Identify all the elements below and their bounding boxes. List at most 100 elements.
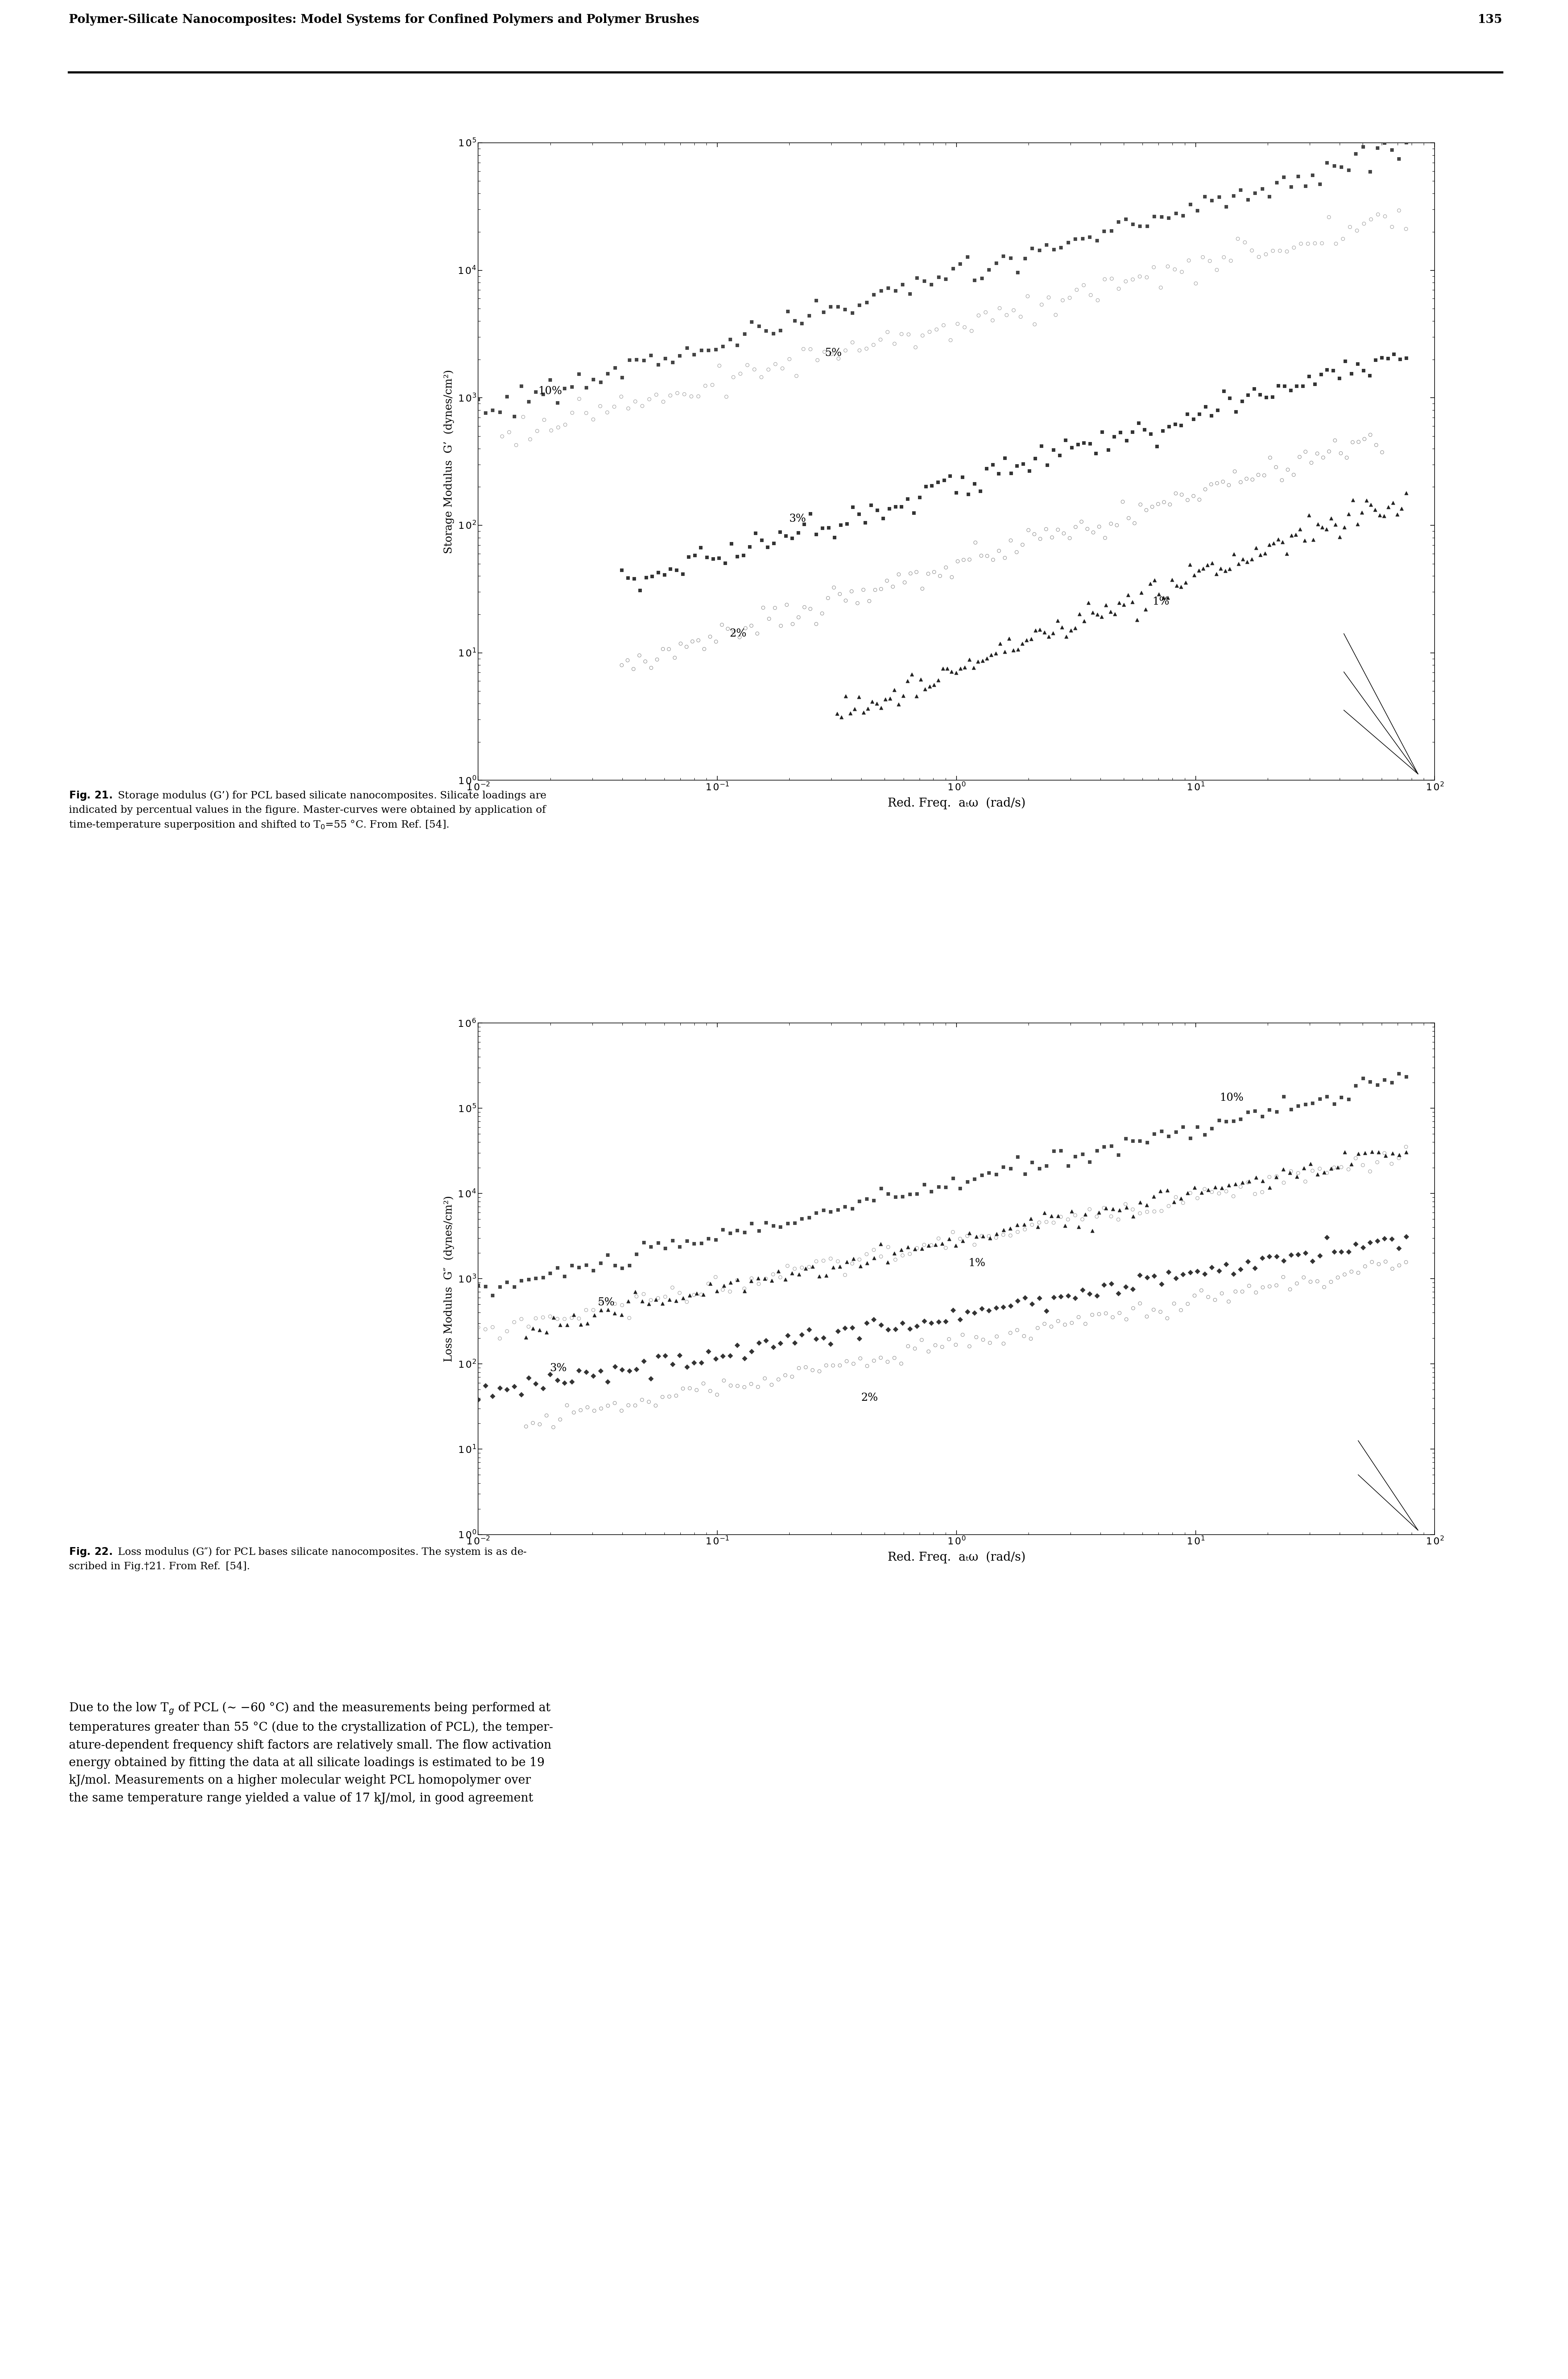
- Point: [1154, 1299, 1179, 1337]
- Point: [1359, 1132, 1385, 1170]
- Point: [977, 1323, 1002, 1361]
- Point: [1041, 231, 1066, 269]
- Point: [1055, 1201, 1080, 1239]
- Point: [688, 1275, 713, 1313]
- Point: [847, 1239, 872, 1278]
- Text: 10%: 10%: [538, 385, 561, 397]
- Point: [651, 630, 676, 668]
- Point: [833, 678, 858, 716]
- Point: [1270, 1258, 1295, 1297]
- Point: [877, 490, 902, 528]
- Point: [1127, 1194, 1152, 1232]
- Point: [1142, 561, 1167, 600]
- Point: [1093, 1190, 1118, 1228]
- Point: [524, 1299, 549, 1337]
- Point: [1054, 619, 1079, 657]
- Point: [616, 390, 641, 428]
- Point: [848, 1339, 873, 1377]
- Point: [580, 1251, 605, 1289]
- Point: [532, 400, 557, 438]
- Point: [1151, 483, 1176, 521]
- Point: [1286, 157, 1311, 195]
- Point: [1154, 1170, 1179, 1209]
- Point: [1352, 352, 1377, 390]
- Point: [1394, 473, 1419, 511]
- Point: [1214, 1101, 1239, 1140]
- Point: [1055, 1147, 1080, 1185]
- Point: [931, 462, 956, 500]
- Point: [737, 528, 762, 566]
- Point: [991, 1287, 1016, 1325]
- Point: [659, 550, 684, 588]
- Point: [732, 1339, 757, 1377]
- Point: [527, 1406, 552, 1444]
- Point: [1237, 1163, 1262, 1201]
- Point: [494, 1263, 519, 1301]
- Point: [908, 661, 933, 699]
- Point: [911, 1225, 936, 1263]
- Point: [891, 1178, 916, 1216]
- Point: [1352, 205, 1377, 243]
- Point: [1010, 445, 1035, 483]
- Point: [905, 1230, 930, 1268]
- Point: [1107, 1294, 1132, 1332]
- Point: [1311, 1268, 1336, 1306]
- Point: [1083, 1132, 1109, 1170]
- Point: [1200, 1173, 1225, 1211]
- Point: [1052, 1306, 1077, 1344]
- Point: [828, 1347, 853, 1385]
- Point: [1217, 1166, 1242, 1204]
- Point: [753, 1358, 778, 1396]
- Point: [568, 1306, 593, 1344]
- Point: [1083, 1278, 1109, 1316]
- Point: [1047, 435, 1073, 473]
- Point: [713, 378, 739, 416]
- Point: [1305, 1156, 1330, 1194]
- Point: [682, 335, 707, 374]
- Point: [834, 504, 859, 542]
- Point: [1242, 1092, 1267, 1130]
- Point: [909, 1320, 935, 1358]
- Point: [710, 326, 735, 364]
- Point: [1275, 233, 1300, 271]
- Point: [1192, 178, 1217, 216]
- Point: [1283, 516, 1308, 554]
- Point: [1060, 1304, 1085, 1342]
- Point: [1033, 509, 1058, 547]
- Point: [1204, 390, 1229, 428]
- Point: [1394, 1244, 1419, 1282]
- Point: [1314, 350, 1339, 388]
- Point: [746, 1266, 771, 1304]
- Point: [811, 1242, 836, 1280]
- Point: [539, 412, 564, 450]
- Point: [1184, 264, 1209, 302]
- Point: [1372, 497, 1397, 535]
- Point: [1032, 614, 1057, 652]
- Point: [864, 685, 889, 723]
- Point: [1225, 219, 1250, 257]
- Point: [927, 1168, 952, 1206]
- Point: [724, 1261, 750, 1299]
- Point: [919, 1173, 944, 1211]
- Point: [668, 626, 693, 664]
- Point: [1336, 1151, 1361, 1190]
- Point: [977, 1218, 1002, 1256]
- Point: [1328, 1232, 1353, 1270]
- Point: [1010, 626, 1035, 664]
- Point: [952, 540, 977, 578]
- Point: [1327, 519, 1352, 557]
- Point: [818, 335, 844, 374]
- Point: [997, 1287, 1022, 1325]
- Point: [1209, 1275, 1234, 1313]
- Point: [1145, 428, 1170, 466]
- Point: [812, 333, 837, 371]
- Point: [773, 1261, 798, 1299]
- Point: [1163, 195, 1189, 233]
- Point: [1223, 1166, 1248, 1204]
- Point: [1206, 178, 1231, 216]
- Point: [1190, 550, 1215, 588]
- Point: [535, 1313, 560, 1351]
- Point: [1234, 459, 1259, 497]
- Point: [1105, 202, 1131, 240]
- Point: [530, 376, 555, 414]
